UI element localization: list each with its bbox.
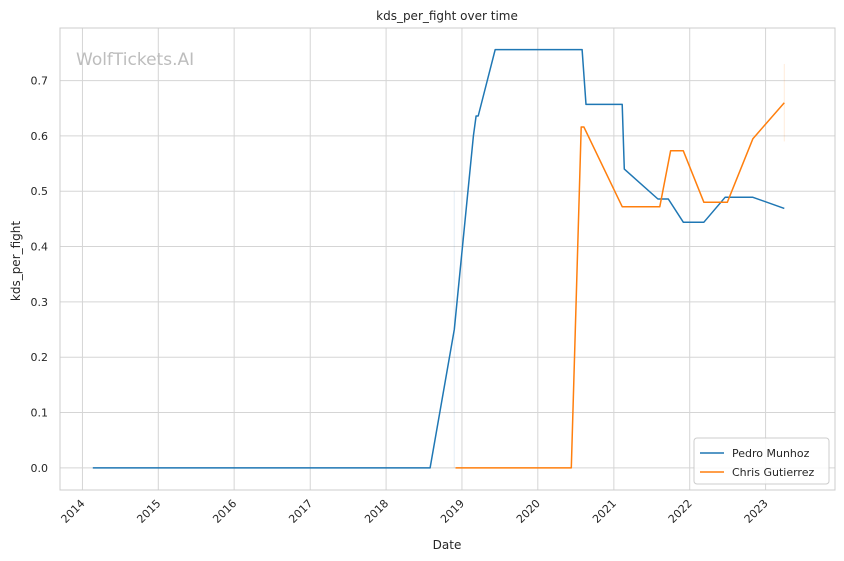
y-tick-label: 0.1	[31, 407, 49, 420]
plot-area-frame	[59, 27, 836, 491]
y-tick-label: 0.5	[31, 185, 49, 198]
legend: Pedro Munhoz Chris Gutierrez	[693, 437, 830, 485]
y-tick-label: 0.3	[31, 296, 49, 309]
x-axis-label: Date	[433, 538, 462, 552]
chris-gutierrez-line	[455, 102, 785, 469]
y-tick-label: 0.0	[31, 462, 49, 475]
legend-box	[693, 437, 830, 485]
y-tick-label: 0.7	[31, 75, 49, 88]
chart-title: kds_per_fight over time	[376, 9, 518, 23]
legend-label: Chris Gutierrez	[732, 466, 814, 479]
legend-label: Pedro Munhoz	[732, 447, 810, 460]
series-layer	[92, 48, 785, 469]
watermark-text: WolfTickets.AI	[76, 50, 194, 70]
y-axis-label: kds_per_fight	[9, 221, 23, 302]
pedro-munhoz-line	[92, 48, 785, 469]
y-tick-label: 0.4	[31, 241, 49, 254]
y-tick-label: 0.6	[31, 130, 49, 143]
y-tick-labels: 0.0 0.1 0.2 0.3 0.4 0.5 0.6 0.7	[31, 75, 49, 475]
y-tick-label: 0.2	[31, 351, 49, 364]
